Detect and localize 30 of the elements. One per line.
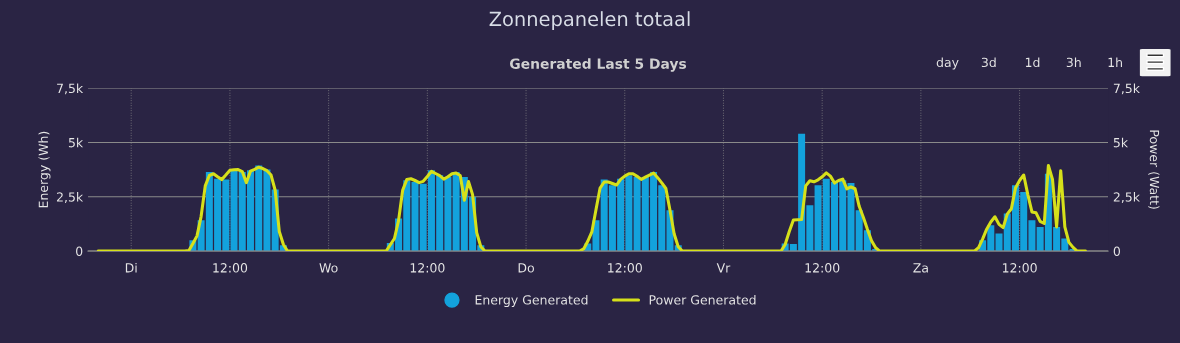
x-tick-label: 12:00 [1002, 263, 1037, 273]
y2-tick-label: 2,5k [1113, 192, 1140, 203]
y2-tick-label: 0 [1113, 246, 1120, 256]
line-series [96, 163, 1087, 252]
text: 1d [1025, 57, 1040, 68]
x-tick-label: Di [125, 262, 137, 273]
y-tick-label: 5k [68, 137, 84, 148]
chart-subtitle: Generated Last 5 Days [510, 58, 687, 72]
y2-tick-label: 5k [1113, 137, 1129, 148]
x-tick-label: Za [913, 263, 928, 273]
x-tick-label: 12:00 [213, 263, 248, 273]
y-tick-label: 7,5k [57, 83, 84, 95]
y-tick-label: 0 [76, 246, 83, 256]
y2-tick-label: 7,5k [1113, 83, 1140, 95]
x-tick-label: Vr [716, 263, 731, 273]
y-axis-title: Energy (Wh) [38, 131, 51, 208]
x-tick-label: 12:00 [608, 263, 642, 273]
text: day [936, 57, 959, 70]
x-tick-label: Do [518, 263, 534, 273]
text: 3d [981, 57, 996, 68]
x-tick-label: 12:00 [410, 263, 445, 273]
chart-title: Zonnepanelen totaal [489, 11, 690, 30]
text: 1h [1108, 57, 1122, 67]
y-tick-label: 2,5k [56, 192, 84, 203]
legend-label: Power Generated [649, 294, 756, 305]
x-tick-label: Wo [319, 263, 338, 273]
x-tick-label: 12:00 [805, 263, 840, 273]
text: 3h [1066, 57, 1081, 68]
legend-label: Energy Generated [475, 294, 588, 308]
y2-axis-title: Power (Watt) [1148, 130, 1160, 209]
